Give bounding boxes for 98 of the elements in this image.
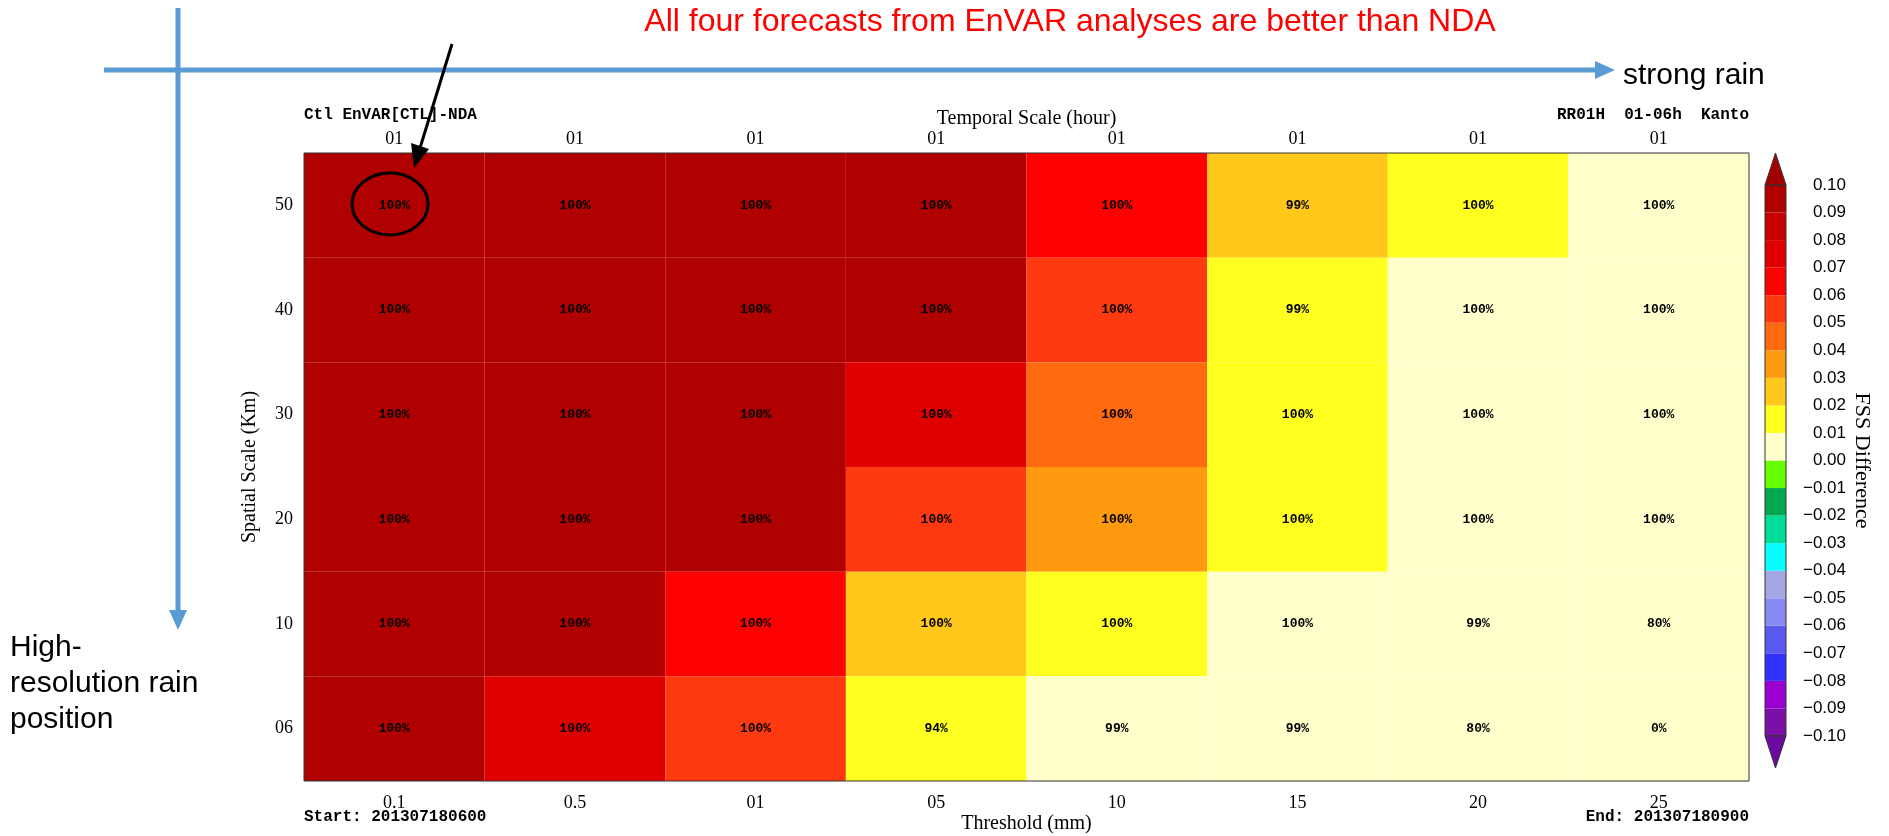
annotation: 100%: [920, 302, 952, 318]
annotation: 100%: [1462, 406, 1494, 422]
annotation: 100%: [378, 197, 411, 213]
annotation: 100%: [378, 720, 411, 736]
annotation: 100%: [739, 720, 772, 736]
y-tick-label: 40: [275, 298, 293, 319]
annotation: 100%: [920, 616, 952, 632]
text: Start: 201307180600: [304, 808, 487, 828]
annotation: 100%: [378, 406, 411, 422]
annotation: 100%: [559, 302, 591, 318]
text: End: 201307180900: [1585, 808, 1749, 828]
annotation: 100%: [1101, 302, 1133, 318]
y-tick-label: 30: [275, 403, 293, 424]
annotation: 100%: [1101, 406, 1133, 422]
color-bar-label: 0.09: [1812, 202, 1846, 222]
y-tick-label: 50: [275, 194, 293, 215]
annotation: 100%: [1281, 616, 1314, 632]
annotation: 100%: [739, 511, 772, 527]
annotation: 100%: [739, 616, 772, 632]
color-bar-title: FSS Difference: [1851, 392, 1877, 529]
annotation: 100%: [378, 302, 411, 318]
annotation: 100%: [559, 197, 591, 213]
annotation: 100%: [739, 197, 772, 213]
annotation: 100%: [1643, 511, 1675, 527]
color-bar-label: −0.08: [1802, 670, 1846, 690]
x-tick-label: 01: [746, 791, 765, 812]
color-bar-label: 0.00: [1812, 450, 1846, 470]
annotation: 100%: [1101, 616, 1133, 632]
color-bar-label: 0.04: [1812, 339, 1846, 359]
text: High-resolution rain position: [10, 628, 200, 736]
x-tick-label: 10: [1107, 791, 1126, 812]
annotation: 100%: [1101, 511, 1133, 527]
annotation: 99%: [1285, 720, 1310, 736]
color-bar-label: −0.05: [1802, 587, 1846, 607]
y-tick-label: 06: [275, 717, 293, 738]
annotation: 99%: [1285, 302, 1310, 318]
chart-title: All four forecasts from EnVAR analyses are better than NDA: [643, 2, 1497, 39]
y-axis-title: Spatial Scale (Km): [237, 390, 261, 544]
annotation: 100%: [1643, 406, 1675, 422]
annotation: 100%: [1101, 197, 1133, 213]
annotation: 100%: [1643, 197, 1675, 213]
y-tick-label: 20: [275, 508, 293, 529]
color-bar-label: −0.09: [1802, 698, 1846, 718]
color-bar-label: −0.03: [1802, 532, 1846, 552]
x2-axis-title: Temporal Scale (hour): [936, 106, 1117, 130]
text: 01: [385, 127, 404, 148]
color-bar-label: 0.06: [1812, 284, 1846, 304]
annotation: 100%: [1643, 302, 1675, 318]
annotation: 80%: [1646, 616, 1671, 632]
text: strong rain: [1623, 56, 1765, 92]
x-axis-title: Threshold (mm): [961, 811, 1092, 835]
color-bar-label: 0.05: [1812, 312, 1846, 332]
annotation: 100%: [1462, 302, 1494, 318]
x-tick-label: 15: [1288, 791, 1307, 812]
color-bar-label: −0.10: [1802, 725, 1846, 745]
annotation: 100%: [378, 511, 411, 527]
color-bar-label: −0.02: [1802, 505, 1846, 525]
color-bar-label: 0.01: [1812, 422, 1846, 442]
x-tick-label: 20: [1469, 791, 1488, 812]
y-tick-label: 10: [275, 612, 293, 633]
text: 01: [927, 127, 946, 148]
annotation: 100%: [559, 720, 591, 736]
annotation: 99%: [1466, 616, 1490, 632]
annotation: 80%: [1466, 720, 1490, 736]
color-bar-label: 0.08: [1812, 229, 1846, 249]
annotation: 100%: [1462, 511, 1494, 527]
color-bar-label: −0.04: [1802, 560, 1846, 580]
annotation: 100%: [920, 406, 952, 422]
text: RR01H 01-06h Kanto: [1556, 106, 1749, 126]
text: 01: [746, 127, 765, 148]
color-bar-label: 0.10: [1812, 174, 1846, 194]
annotation: 100%: [920, 511, 952, 527]
color-bar-label: 0.02: [1812, 395, 1846, 415]
annotation: 100%: [559, 616, 591, 632]
color-bar-label: −0.01: [1802, 477, 1846, 497]
annotation: 100%: [739, 406, 772, 422]
x-tick-label: 05: [927, 791, 946, 812]
annotation: 100%: [739, 302, 772, 318]
text: 01: [1288, 127, 1307, 148]
annotation: 100%: [1281, 406, 1314, 422]
text: 01: [1649, 127, 1668, 148]
text: 01: [1469, 127, 1488, 148]
annotation: 99%: [1105, 720, 1129, 736]
annotation: 100%: [378, 616, 411, 632]
color-bar-label: 0.07: [1812, 257, 1846, 277]
annotation: 100%: [920, 197, 952, 213]
x-tick-label: 0.5: [563, 791, 587, 812]
color-bar-label: −0.06: [1802, 615, 1846, 635]
text: 01: [565, 127, 584, 148]
annotation: 100%: [1281, 511, 1314, 527]
annotation: 100%: [1462, 197, 1494, 213]
annotation: 100%: [559, 406, 591, 422]
annotation: 94%: [924, 720, 949, 736]
annotation: 0%: [1650, 720, 1667, 736]
annotation: 99%: [1285, 197, 1310, 213]
color-bar-label: −0.07: [1802, 643, 1846, 663]
annotation: 100%: [559, 511, 591, 527]
color-bar-label: 0.03: [1812, 367, 1846, 387]
